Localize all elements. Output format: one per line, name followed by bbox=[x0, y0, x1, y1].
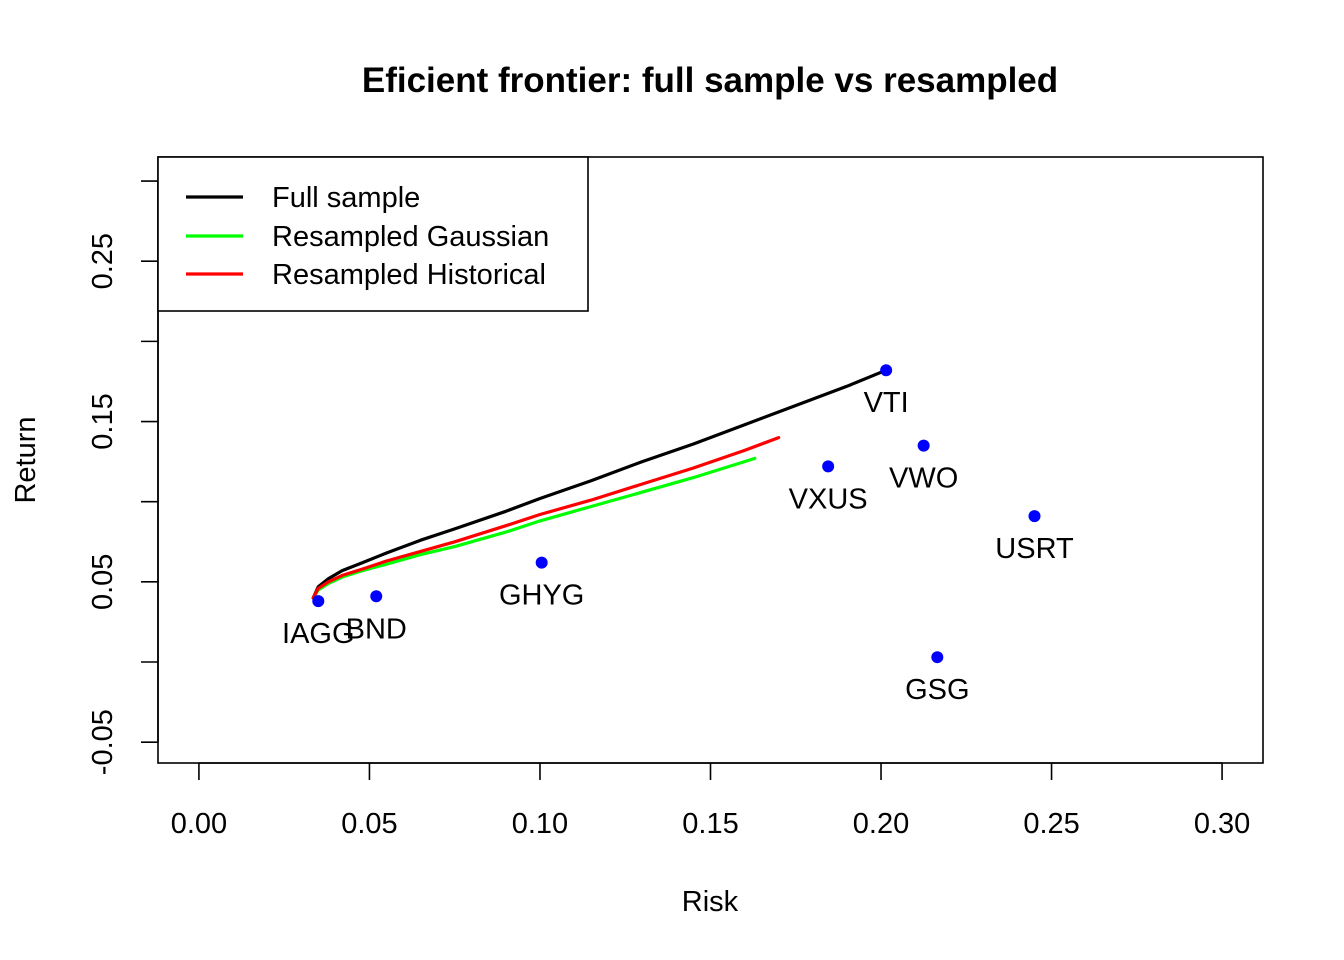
series-line-resampled-gaussian bbox=[311, 456, 757, 600]
asset-point-vwo bbox=[917, 439, 930, 452]
asset-label-vxus: VXUS bbox=[789, 483, 868, 515]
asset-point-iagg bbox=[312, 595, 325, 608]
asset-label-ghyg: GHYG bbox=[499, 580, 584, 612]
legend-box bbox=[157, 156, 589, 312]
y-tick-label: 0.25 bbox=[87, 233, 119, 289]
x-tick-label: 0.30 bbox=[1194, 808, 1250, 840]
series-line-resampled-historical bbox=[311, 436, 781, 600]
legend: Full sample Resampled Gaussian Resampled… bbox=[157, 156, 589, 312]
x-tick-label: 0.15 bbox=[682, 808, 738, 840]
x-tick-label: 0.20 bbox=[853, 808, 909, 840]
x-axis: 0.00 0.05 0.10 0.15 0.20 0.25 0.30 bbox=[171, 762, 1250, 840]
legend-label-resampled-historical: Resampled Historical bbox=[272, 259, 546, 291]
y-tick-label: 0.15 bbox=[87, 393, 119, 449]
x-tick-label: 0.25 bbox=[1023, 808, 1079, 840]
asset-point-bnd bbox=[370, 590, 383, 603]
x-tick-label: 0.10 bbox=[512, 808, 568, 840]
series-line-full-sample bbox=[311, 368, 888, 600]
asset-point-usrt bbox=[1028, 510, 1041, 523]
y-axis-label: Return bbox=[10, 416, 42, 503]
legend-label-resampled-gaussian: Resampled Gaussian bbox=[272, 221, 549, 253]
asset-label-bnd: BND bbox=[346, 613, 407, 645]
asset-label-gsg: GSG bbox=[905, 674, 969, 706]
y-tick-label: -0.05 bbox=[87, 709, 119, 775]
x-tick-label: 0.00 bbox=[171, 808, 227, 840]
y-tick-label: 0.05 bbox=[87, 554, 119, 610]
asset-label-vwo: VWO bbox=[889, 463, 958, 495]
x-axis-label: Risk bbox=[682, 886, 739, 918]
x-tick-label: 0.05 bbox=[341, 808, 397, 840]
asset-label-usrt: USRT bbox=[995, 533, 1074, 565]
y-axis: -0.05 0.05 0.15 0.25 bbox=[87, 180, 159, 775]
asset-label-vti: VTI bbox=[864, 387, 909, 419]
asset-point-gsg bbox=[931, 651, 944, 664]
asset-label-iagg: IAGG bbox=[282, 618, 355, 650]
chart-title: Eficient frontier: full sample vs resamp… bbox=[362, 61, 1058, 100]
series-group bbox=[311, 368, 888, 600]
legend-label-full-sample: Full sample bbox=[272, 182, 420, 214]
asset-point-vxus bbox=[822, 460, 835, 473]
asset-point-vti bbox=[880, 364, 893, 377]
asset-point-ghyg bbox=[535, 556, 548, 569]
